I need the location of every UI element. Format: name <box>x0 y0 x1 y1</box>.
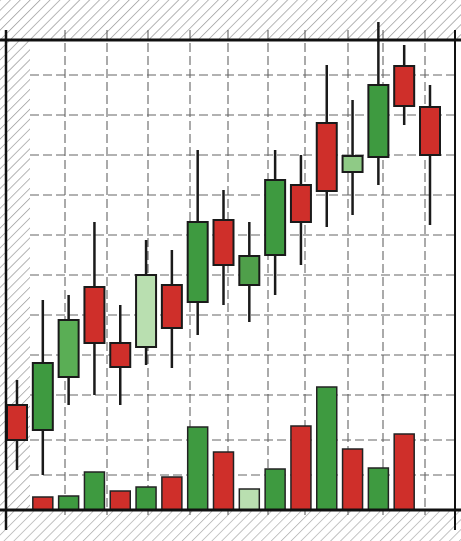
volume-bar <box>212 451 235 511</box>
volume-bar <box>238 488 261 511</box>
volume-bar <box>135 486 157 511</box>
candle-body <box>341 155 364 173</box>
volume-bar <box>367 467 390 511</box>
volume-bar <box>57 495 80 511</box>
volume-bar <box>290 425 312 511</box>
marks <box>6 22 441 511</box>
top-hatching <box>0 0 461 40</box>
candle-body <box>315 122 338 192</box>
candle-body <box>57 319 80 378</box>
candle-body <box>31 362 54 431</box>
candle-body <box>264 179 287 256</box>
candle-body <box>212 219 235 266</box>
volume-bar <box>393 433 415 511</box>
volume-bar <box>83 471 106 511</box>
volume-bar <box>264 468 286 511</box>
candle-body <box>6 404 28 441</box>
candle-body <box>393 65 416 107</box>
volume-bar <box>316 386 338 511</box>
candle-body <box>160 284 183 329</box>
candle-body <box>109 342 132 368</box>
volume-bar <box>161 476 183 511</box>
candle-body <box>186 221 209 303</box>
candle-body <box>367 84 390 158</box>
volume-bar <box>341 448 364 511</box>
bottom-hatching <box>0 510 461 541</box>
volume-bar <box>186 426 209 511</box>
volume-bar <box>32 496 54 511</box>
candle-body <box>135 274 158 348</box>
candle-body <box>289 184 312 223</box>
volume-bar <box>109 490 131 511</box>
candle-body <box>83 286 106 344</box>
candle-body <box>419 106 441 156</box>
candle-body <box>238 255 261 286</box>
